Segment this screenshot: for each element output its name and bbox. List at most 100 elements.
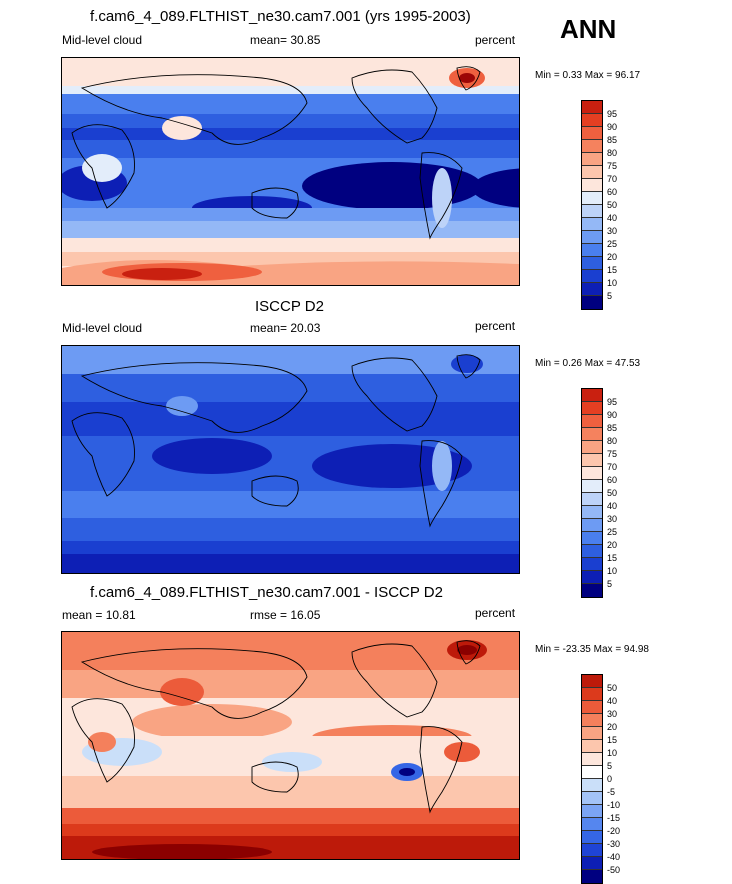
- panel-2-title: ISCCP D2: [255, 298, 324, 315]
- colorbar-tick-label: 85: [607, 134, 618, 145]
- colorbar-swatch: [582, 467, 602, 480]
- colorbar-swatch: [582, 584, 602, 597]
- panel-3-minmax: Min = -23.35 Max = 94.98: [535, 644, 649, 655]
- panel-3-units: percent: [475, 606, 516, 620]
- panel-2-map: [61, 345, 520, 574]
- colorbar-swatch: [582, 688, 602, 701]
- panel-1-minmax: Min = 0.33 Max = 96.17: [535, 70, 641, 81]
- colorbar-tick-label: 10: [607, 565, 618, 576]
- colorbar-tick-label: 25: [607, 238, 618, 249]
- colorbar-swatch: [582, 870, 602, 883]
- colorbar-tick-label: 95: [607, 108, 618, 119]
- colorbar-swatch: [582, 166, 602, 179]
- colorbar-swatch: [582, 766, 602, 779]
- colorbar-swatch: [582, 114, 602, 127]
- colorbar-swatch: [582, 205, 602, 218]
- colorbar-tick-label: -40: [607, 851, 621, 862]
- colorbar-swatch: [582, 493, 602, 506]
- colorbar-swatch: [582, 402, 602, 415]
- colorbar-swatch: [582, 140, 602, 153]
- colorbar-swatch: [582, 805, 602, 818]
- colorbar-swatch: [582, 792, 602, 805]
- colorbar-tick-label: 40: [607, 695, 618, 706]
- colorbar-tick-label: 5: [607, 760, 613, 771]
- colorbar-swatch: [582, 779, 602, 792]
- colorbar-swatch: [582, 740, 602, 753]
- colorbar-swatch: [582, 558, 602, 571]
- colorbar-swatch: [582, 270, 602, 283]
- colorbar-tick-label: 95: [607, 396, 618, 407]
- colorbar-swatch: [582, 428, 602, 441]
- panel-1-variable: Mid-level cloud: [62, 33, 143, 47]
- panel-3-map-svg: [62, 632, 519, 859]
- colorbar-swatch: [582, 389, 602, 402]
- colorbar-tick-label: 80: [607, 147, 618, 158]
- colorbar-tick-label: 0: [607, 773, 613, 784]
- panel-2-units: percent: [475, 319, 516, 333]
- panel-3-mean: mean = 10.81: [62, 608, 136, 622]
- colorbar-tick-label: 10: [607, 277, 618, 288]
- colorbar-swatch: [582, 727, 602, 740]
- colorbar-tick-label: 15: [607, 552, 618, 563]
- colorbar-swatch: [582, 506, 602, 519]
- colorbar-tick-label: 50: [607, 487, 618, 498]
- colorbar-tick-label: -50: [607, 864, 621, 875]
- colorbar-tick-label: 70: [607, 173, 618, 184]
- colorbar-tick-label: -30: [607, 838, 621, 849]
- colorbar-tick-label: 75: [607, 160, 618, 171]
- colorbar-swatch: [582, 127, 602, 140]
- colorbar-tick-label: 80: [607, 435, 618, 446]
- colorbar-tick-label: 15: [607, 264, 618, 275]
- colorbar-tick-label: -10: [607, 799, 621, 810]
- panel-3-rmse: rmse = 16.05: [250, 608, 321, 622]
- colorbar-tick-label: 70: [607, 461, 618, 472]
- colorbar-tick-label: 30: [607, 225, 618, 236]
- colorbar-tick-label: 10: [607, 747, 618, 758]
- colorbar-swatch: [582, 296, 602, 309]
- colorbar-tick-label: 75: [607, 448, 618, 459]
- panel-1-title: f.cam6_4_089.FLTHIST_ne30.cam7.001 (yrs …: [90, 8, 471, 25]
- panel-3-title: f.cam6_4_089.FLTHIST_ne30.cam7.001 - ISC…: [90, 584, 443, 601]
- colorbar-tick-label: 15: [607, 734, 618, 745]
- panel-2-variable: Mid-level cloud: [62, 321, 143, 335]
- panel-2-map-svg: [62, 346, 519, 573]
- colorbar-swatch: [582, 571, 602, 584]
- colorbar-swatch: [582, 101, 602, 114]
- colorbar-swatch: [582, 257, 602, 270]
- colorbar-swatch: [582, 283, 602, 296]
- colorbar-tick-label: -5: [607, 786, 616, 797]
- colorbar-tick-label: 60: [607, 474, 618, 485]
- colorbar-tick-label: 50: [607, 682, 618, 693]
- colorbar-swatch: [582, 192, 602, 205]
- colorbar-tick-label: 30: [607, 708, 618, 719]
- panel-2-mean: mean= 20.03: [250, 321, 321, 335]
- colorbar-swatch: [582, 753, 602, 766]
- colorbar-swatch: [582, 441, 602, 454]
- colorbar-tick-label: 5: [607, 290, 613, 301]
- colorbar-tick-label: 60: [607, 186, 618, 197]
- colorbar-swatch: [582, 532, 602, 545]
- panel-2-colorbar: [581, 388, 603, 598]
- panel-1-map: [61, 57, 520, 286]
- colorbar-swatch: [582, 675, 602, 688]
- colorbar-swatch: [582, 701, 602, 714]
- colorbar-swatch: [582, 231, 602, 244]
- colorbar-swatch: [582, 714, 602, 727]
- colorbar-tick-label: 20: [607, 539, 618, 550]
- colorbar-tick-label: 40: [607, 500, 618, 511]
- panel-1-colorbar: [581, 100, 603, 310]
- colorbar-tick-label: -20: [607, 825, 621, 836]
- colorbar-swatch: [582, 480, 602, 493]
- colorbar-swatch: [582, 454, 602, 467]
- colorbar-tick-label: 20: [607, 251, 618, 262]
- colorbar-swatch: [582, 244, 602, 257]
- colorbar-swatch: [582, 415, 602, 428]
- panel-1-mean: mean= 30.85: [250, 33, 321, 47]
- colorbar-tick-label: 5: [607, 578, 613, 589]
- colorbar-swatch: [582, 844, 602, 857]
- colorbar-tick-label: 90: [607, 409, 618, 420]
- colorbar-swatch: [582, 179, 602, 192]
- colorbar-swatch: [582, 153, 602, 166]
- panel-2-minmax: Min = 0.26 Max = 47.53: [535, 358, 641, 369]
- colorbar-tick-label: 30: [607, 513, 618, 524]
